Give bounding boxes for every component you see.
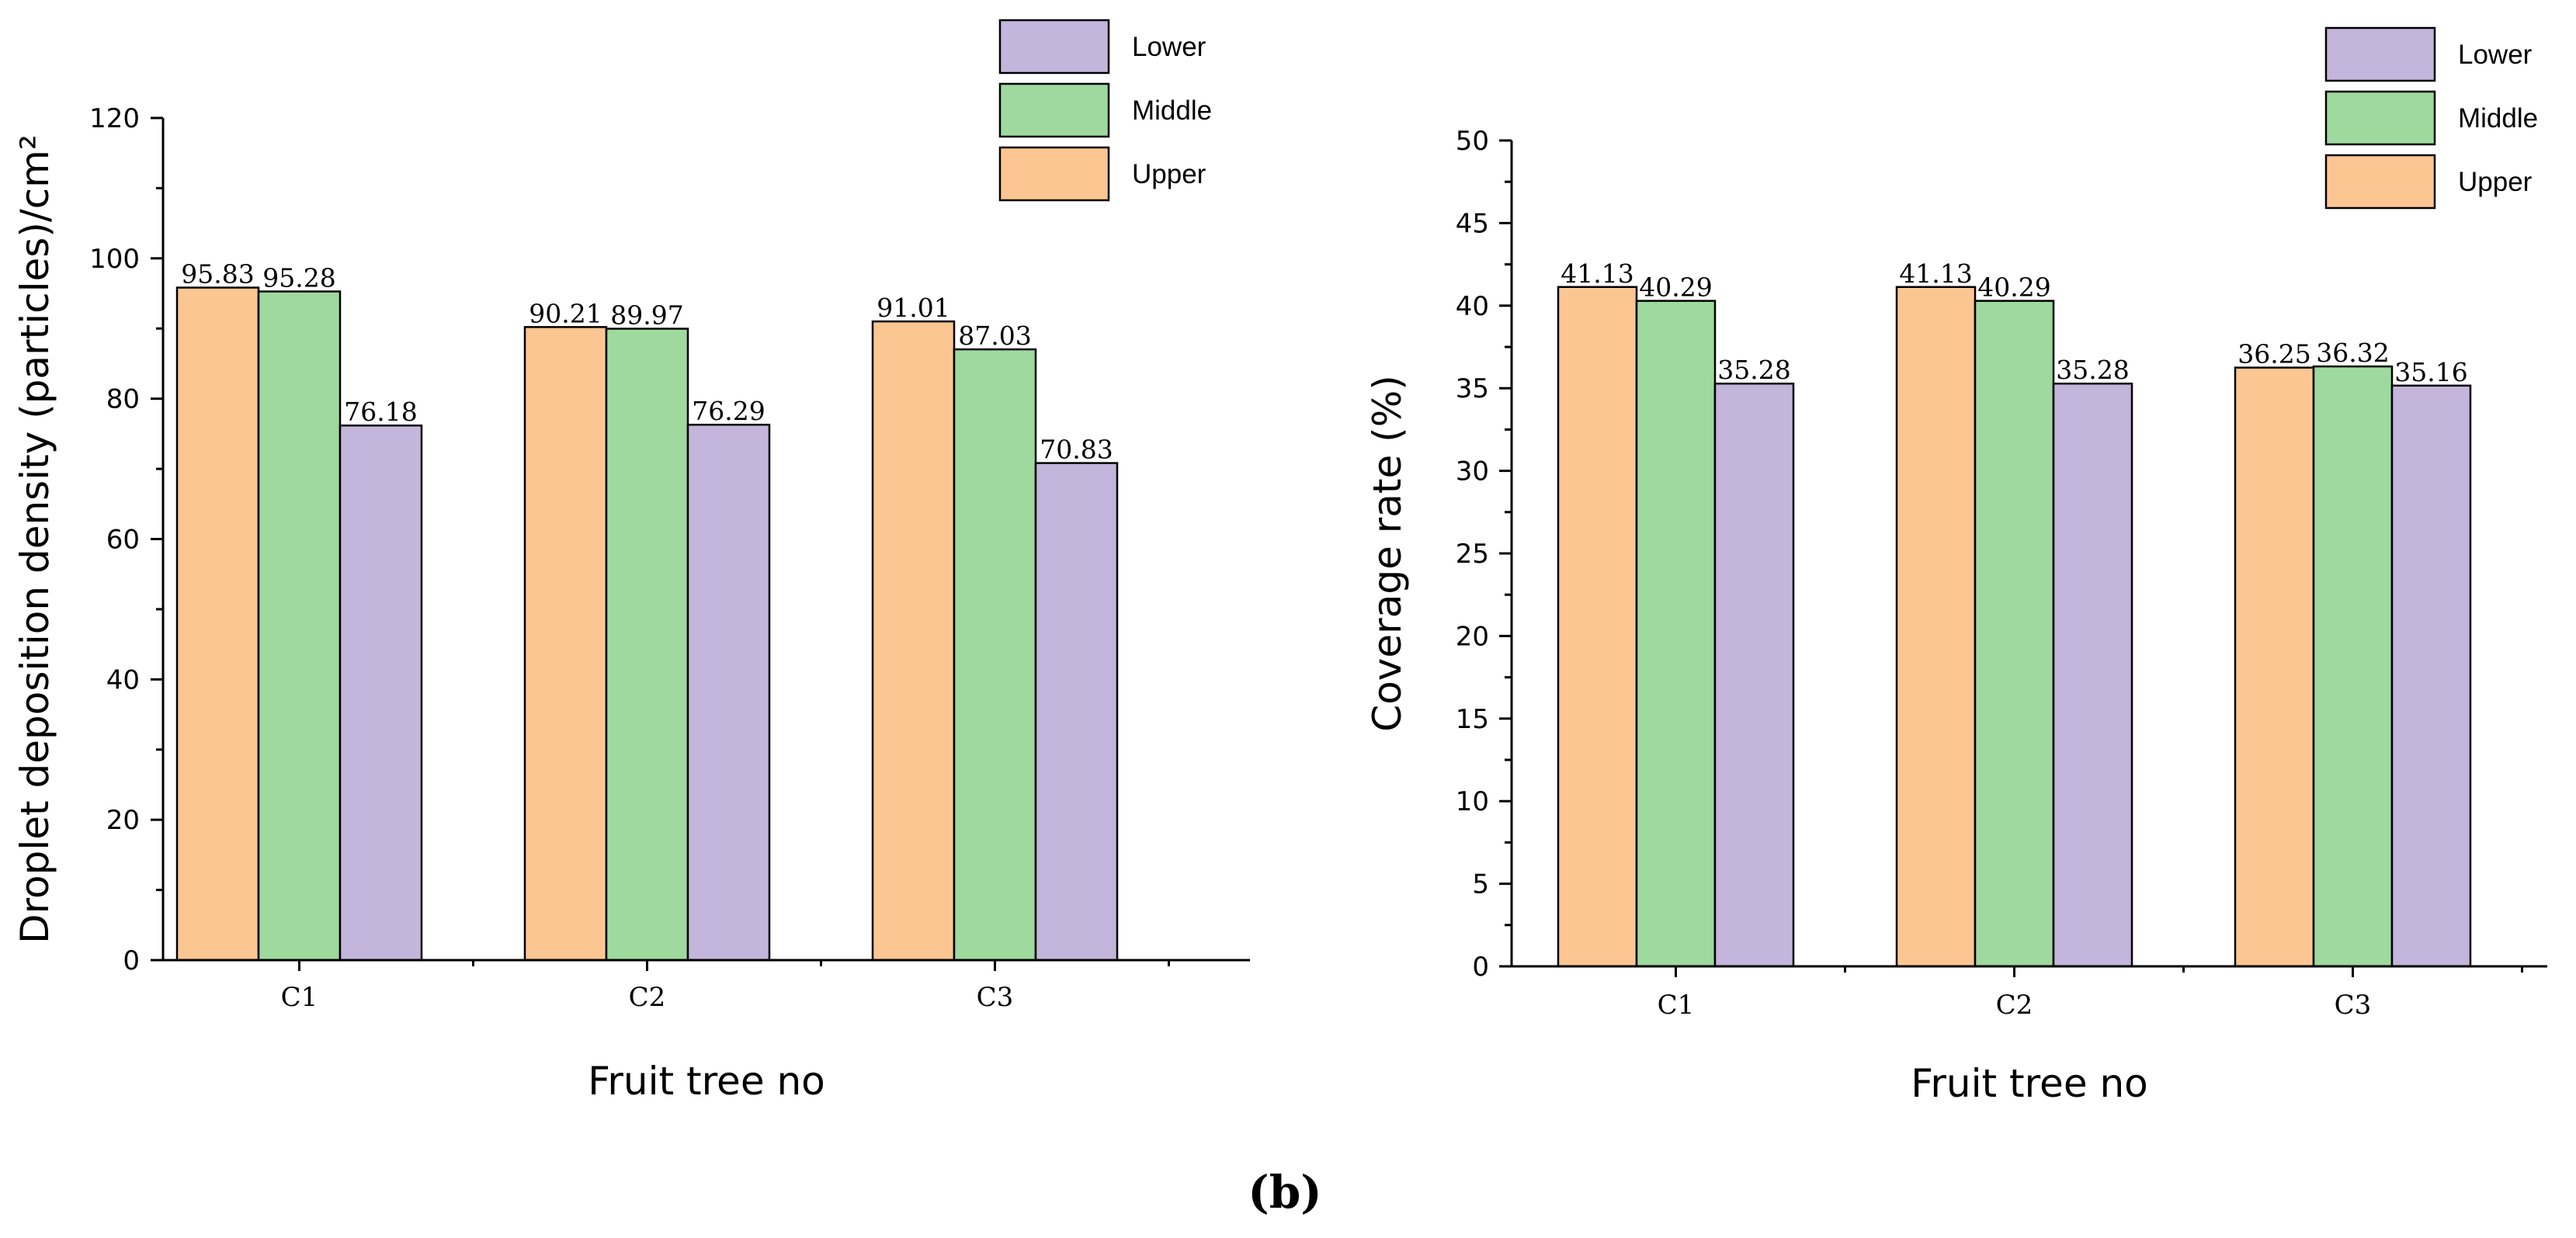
- data-label-c2-lower: 76.29: [692, 396, 765, 426]
- y-tick-label: 80: [106, 384, 140, 415]
- x-tick-label-c1: C1: [1658, 990, 1695, 1021]
- data-label-c3-middle: 87.03: [958, 321, 1031, 351]
- legend-label-upper: Upper: [1132, 159, 1206, 189]
- y-tick-label: 5: [1472, 869, 1489, 900]
- y-tick-label: 30: [1456, 456, 1489, 487]
- legend-label-lower: Lower: [1132, 32, 1206, 62]
- bar-c3-upper: [871, 320, 956, 962]
- bar-c2-upper: [523, 326, 608, 962]
- data-label-c2-lower: 35.28: [2056, 355, 2129, 385]
- bar-c2-middle: [1974, 300, 2055, 968]
- x-tick-label-c1: C1: [281, 982, 318, 1013]
- legend-label-upper: Upper: [2458, 167, 2533, 197]
- bar-c2-upper: [1895, 286, 1977, 968]
- y-axis-title: Droplet deposition density (particles)/c…: [12, 134, 57, 944]
- x-tick-label-c3: C3: [977, 982, 1014, 1013]
- bar-c1-middle: [1635, 300, 1717, 968]
- legend-swatch-middle: [998, 82, 1110, 138]
- data-label-c3-middle: 36.32: [2316, 338, 2389, 368]
- legend-swatch-middle: [2324, 90, 2436, 146]
- y-tick-label: 60: [106, 525, 140, 556]
- legend-swatch-upper: [998, 146, 1110, 202]
- data-label-c1-lower: 76.18: [344, 397, 417, 427]
- y-tick-label: 0: [1472, 952, 1489, 983]
- x-tick-label-c2: C2: [1996, 990, 2033, 1021]
- bar-c1-lower: [338, 424, 423, 962]
- x-axis-title: Fruit tree no: [588, 1059, 825, 1104]
- data-label-c2-upper: 41.13: [1899, 258, 1972, 289]
- x-tick-label-c2: C2: [629, 982, 666, 1013]
- legend-swatch-upper: [2324, 154, 2436, 210]
- data-label-c1-upper: 41.13: [1561, 258, 1633, 289]
- bar-c2-middle: [605, 328, 689, 962]
- y-tick-label: 15: [1456, 704, 1489, 735]
- legend-swatch-lower: [2324, 26, 2436, 82]
- bar-c1-middle: [257, 290, 342, 962]
- data-label-c2-middle: 40.29: [1977, 272, 2050, 303]
- y-tick-label: 40: [106, 664, 140, 695]
- y-tick-label: 120: [89, 103, 140, 134]
- data-label-c1-middle: 95.28: [262, 263, 335, 293]
- y-tick-label: 50: [1456, 126, 1489, 157]
- y-tick-label: 45: [1456, 208, 1489, 239]
- y-tick-label: 10: [1456, 786, 1489, 817]
- y-tick-label: 35: [1456, 373, 1489, 404]
- bar-c3-upper: [2234, 366, 2315, 968]
- data-label-c3-lower: 35.16: [2394, 357, 2467, 387]
- y-tick-label: 20: [106, 805, 140, 836]
- data-label-c2-middle: 89.97: [610, 300, 683, 331]
- bar-c2-lower: [2052, 382, 2133, 968]
- bar-c1-upper: [175, 286, 260, 962]
- y-tick-label: 0: [123, 945, 140, 976]
- data-label-c3-lower: 70.83: [1040, 435, 1113, 465]
- y-tick-label: 25: [1456, 539, 1489, 570]
- legend-swatch-lower: [998, 19, 1110, 75]
- x-axis-title: Fruit tree no: [1911, 1061, 2148, 1106]
- data-label-c2-upper: 90.21: [529, 298, 602, 328]
- y-axis-title: Coverage rate (%): [1365, 375, 1410, 731]
- legend-label-lower: Lower: [2458, 40, 2533, 70]
- legend: Lower Middle Upper: [2324, 26, 2538, 210]
- data-label-c3-upper: 91.01: [877, 293, 950, 323]
- legend: Lower Middle Upper: [998, 19, 1212, 202]
- bar-c3-lower: [1034, 462, 1119, 962]
- chart-droplet-density: 95.83 95.28 76.18 C1 90.21 89.97 76.29 C2 91.01 8…: [12, 19, 1250, 1104]
- data-label-c1-middle: 40.29: [1639, 272, 1712, 303]
- data-label-c1-lower: 35.28: [1717, 355, 1790, 385]
- x-tick-label-c3: C3: [2335, 990, 2372, 1021]
- panel-label: (b): [1248, 1166, 1321, 1219]
- y-tick-label: 100: [89, 244, 140, 275]
- y-tick-label: 40: [1456, 291, 1489, 322]
- bar-c1-upper: [1557, 286, 1638, 968]
- bar-c3-lower: [2390, 384, 2472, 968]
- bar-c3-middle: [953, 348, 1037, 962]
- y-tick-label: 20: [1456, 621, 1489, 652]
- data-label-c3-upper: 36.25: [2238, 339, 2310, 369]
- bar-c1-lower: [1713, 382, 1795, 968]
- bar-c3-middle: [2312, 365, 2394, 968]
- bar-c2-lower: [686, 423, 771, 962]
- legend-label-middle: Middle: [1132, 95, 1212, 126]
- data-label-c1-upper: 95.83: [181, 259, 254, 290]
- legend-label-middle: Middle: [2458, 103, 2538, 134]
